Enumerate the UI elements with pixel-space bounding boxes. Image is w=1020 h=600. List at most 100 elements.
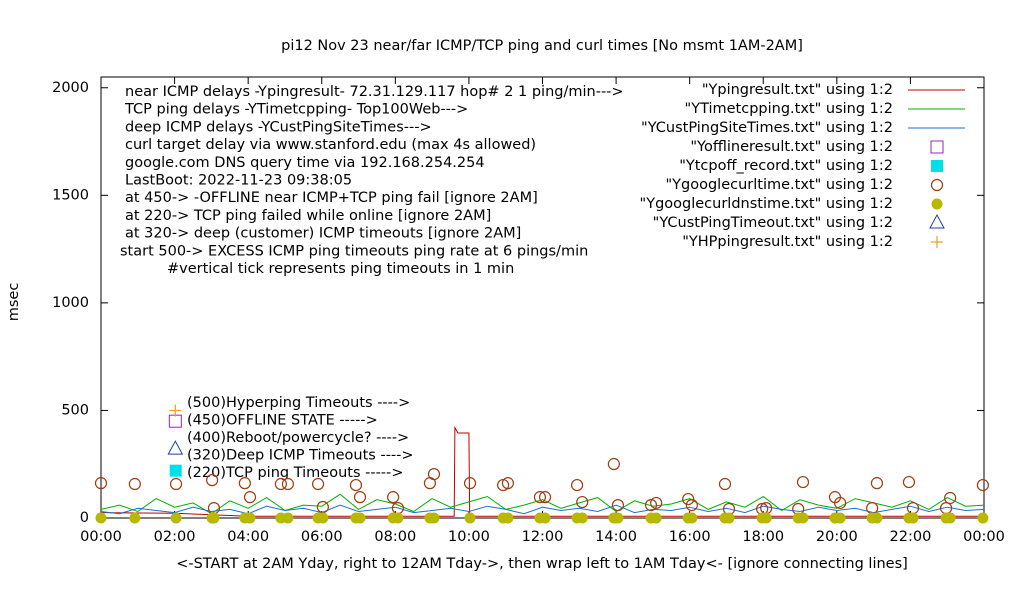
- point: [644, 498, 658, 512]
- x-tick-label: 06:00: [301, 529, 343, 545]
- point: [238, 477, 251, 490]
- annotation: #vertical tick represents ping timeouts …: [167, 261, 514, 277]
- annotation: at 220-> TCP ping failed while online [i…: [125, 208, 491, 224]
- marker-label: (500)Hyperping Timeouts ---->: [187, 395, 410, 411]
- point: [944, 491, 957, 505]
- point: [834, 512, 846, 524]
- y-axis-label: msec: [6, 283, 22, 322]
- point: [206, 474, 219, 487]
- point: [208, 512, 220, 524]
- point: [427, 468, 441, 481]
- marker-label: (400)Reboot/powercycle? ---->: [187, 430, 409, 446]
- point: [539, 512, 551, 524]
- legend-swatch: [930, 140, 944, 154]
- point: [169, 464, 182, 477]
- legend-swatch: [931, 198, 943, 210]
- legend-label: "Ytcpoff_record.txt" using 1:2: [679, 158, 893, 174]
- point: [464, 512, 476, 524]
- annotation: TCP ping delays -YTimetcpping- Top100Web…: [124, 102, 468, 118]
- x-tick-label: 14:00: [595, 529, 637, 545]
- point: [128, 477, 141, 491]
- legend-label: "Ypingresult.txt" using 1:2: [702, 82, 893, 98]
- y-tick-label: 1500: [52, 187, 89, 203]
- legend-label: "Ygooglecurldnstime.txt" using 1:2: [640, 196, 893, 212]
- x-tick-label: 04:00: [227, 529, 269, 545]
- legend-label: "YTimetcpping.txt" using 1:2: [685, 101, 893, 117]
- annotation: curl target delay via www.stanford.edu (…: [125, 137, 536, 153]
- point: [281, 477, 295, 491]
- point: [718, 477, 732, 491]
- marker-label: (220)TCP ping Timeouts ----->: [187, 465, 403, 481]
- chart-title: pi12 Nov 23 near/far ICMP/TCP ping and c…: [281, 38, 803, 54]
- point: [387, 491, 400, 504]
- x-tick-label: 16:00: [669, 529, 711, 545]
- point: [392, 512, 404, 524]
- x-tick-label: 12:00: [522, 529, 564, 545]
- marker-label: (320)Deep ICMP Timeouts ---->: [187, 448, 414, 464]
- point: [723, 512, 735, 524]
- marker-label: (450)OFFLINE STATE ----->: [187, 413, 378, 429]
- point: [834, 496, 847, 510]
- point: [650, 496, 663, 510]
- point: [797, 512, 809, 524]
- x-tick-label: 22:00: [890, 529, 932, 545]
- x-tick-label: 00:00: [80, 529, 122, 545]
- series-line: [100, 425, 984, 517]
- legend-swatch: [930, 178, 944, 192]
- point: [311, 477, 325, 491]
- point: [501, 477, 515, 490]
- legend-label: "YCustPingTimeout.txt" using 1:2: [653, 215, 893, 231]
- point: [95, 512, 107, 524]
- y-tick-label: 2000: [52, 80, 89, 96]
- point: [463, 477, 477, 490]
- legend-label: "YCustPingSiteTimes.txt" using 1:2: [641, 120, 893, 136]
- point: [502, 512, 514, 524]
- point: [977, 512, 989, 524]
- legend-label: "Yofflineresult.txt" using 1:2: [690, 139, 893, 155]
- point: [349, 478, 363, 492]
- annotation: google.com DNS query time via 192.168.25…: [125, 155, 485, 171]
- point: [612, 512, 624, 524]
- x-tick-label: 00:00: [963, 529, 1005, 545]
- y-tick-label: 500: [61, 402, 89, 418]
- annotation: LastBoot: 2022-11-23 09:38:05: [125, 173, 352, 189]
- point: [870, 477, 884, 490]
- legend-label: "YHPpingresult.txt" using 1:2: [682, 234, 893, 250]
- point: [129, 512, 141, 524]
- annotation: start 500-> EXCESS ICMP ping timeouts pi…: [120, 243, 588, 259]
- point: [686, 512, 698, 524]
- point: [170, 512, 182, 524]
- point: [282, 512, 294, 524]
- point: [760, 512, 772, 524]
- y-tick-label: 0: [80, 510, 89, 526]
- annotation: near ICMP delays -Ypingresult- 72.31.129…: [125, 84, 624, 100]
- point: [354, 512, 366, 524]
- point: [611, 498, 625, 512]
- legend-label: "Ygooglecurltime.txt" using 1:2: [666, 177, 894, 193]
- annotation: deep ICMP delays -YCustPingSiteTimes--->: [125, 119, 432, 135]
- point: [428, 512, 440, 524]
- series-line: [100, 493, 985, 515]
- legend-swatch: [929, 213, 945, 229]
- point: [682, 492, 695, 506]
- annotation: at 450-> -OFFLINE near ICMP+TCP ping fai…: [125, 190, 538, 206]
- point: [902, 475, 916, 489]
- x-tick-label: 20:00: [816, 529, 858, 545]
- legend-swatch: [931, 160, 943, 172]
- x-axis-label: <-START at 2AM Yday, right to 12AM Tday-…: [176, 556, 908, 572]
- point: [607, 457, 620, 471]
- point: [274, 477, 288, 491]
- point: [244, 512, 256, 524]
- point: [167, 440, 184, 455]
- point: [570, 478, 584, 492]
- legend-swatch: [931, 236, 943, 248]
- point: [685, 498, 698, 512]
- point: [169, 477, 183, 491]
- x-tick-label: 18:00: [742, 529, 784, 545]
- point: [576, 512, 588, 524]
- x-tick-label: 02:00: [154, 529, 196, 545]
- x-tick-label: 10:00: [448, 529, 490, 545]
- point: [871, 512, 883, 524]
